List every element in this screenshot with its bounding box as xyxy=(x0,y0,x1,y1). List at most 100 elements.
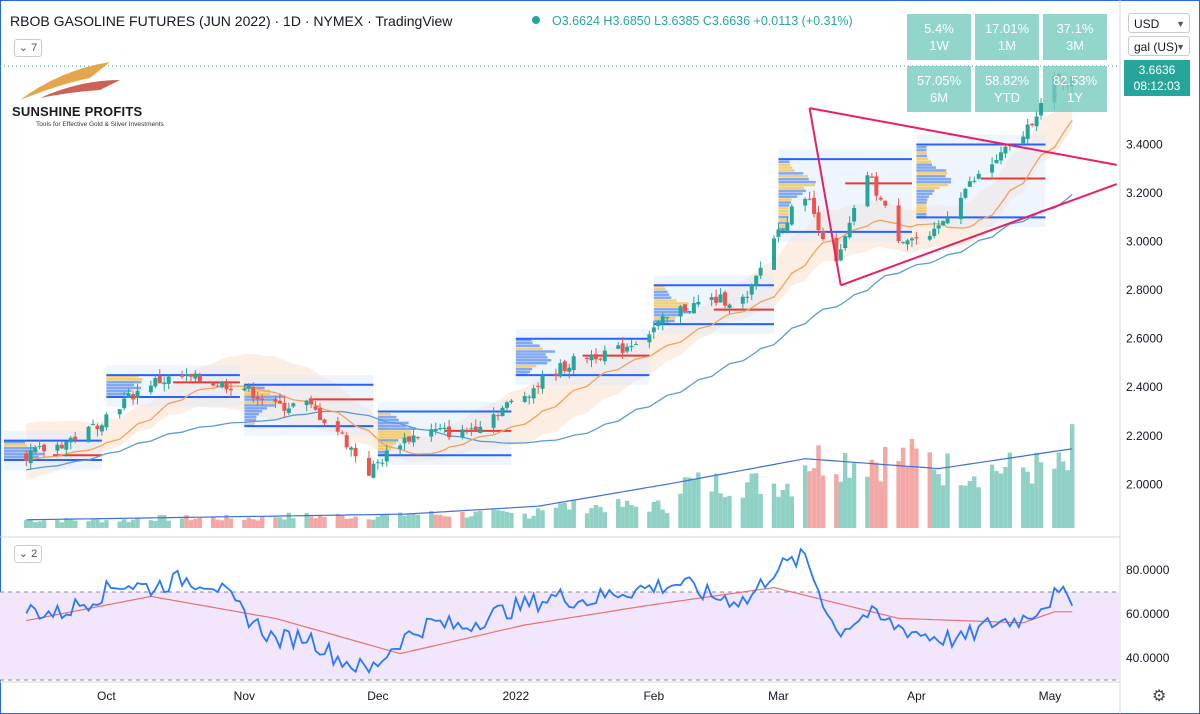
bar-countdown: 08:12:03 xyxy=(1133,79,1181,93)
volume-bar xyxy=(397,512,403,528)
volume-bar xyxy=(478,510,483,528)
volume-profile-row xyxy=(916,180,951,184)
volume-bar xyxy=(940,485,946,528)
volume-profile-row xyxy=(778,227,789,230)
volume-profile-row xyxy=(244,407,268,410)
candle-body xyxy=(344,435,349,448)
candle-body xyxy=(585,357,590,359)
volume-bar xyxy=(104,520,109,528)
volume-bar xyxy=(945,453,950,528)
volume-profile-row xyxy=(916,212,927,216)
volume-profile-row xyxy=(916,210,927,213)
volume-profile-row xyxy=(377,424,407,428)
volume-bar xyxy=(130,519,136,528)
candle-body xyxy=(914,237,919,239)
volume-bar xyxy=(1069,424,1075,528)
volume-bar xyxy=(37,521,42,528)
currency-select[interactable]: USD ▼ xyxy=(1128,13,1190,33)
candle-body xyxy=(883,200,888,206)
volume-bar xyxy=(620,506,625,528)
volume-profile-row xyxy=(4,441,26,444)
candle-body xyxy=(228,388,233,391)
candle-body xyxy=(197,375,202,382)
triangle-left-edge xyxy=(808,107,842,286)
volume-bar xyxy=(753,473,759,528)
candle-body xyxy=(86,426,91,443)
candle-body xyxy=(723,292,728,306)
candle-body xyxy=(73,436,78,441)
volume-bar xyxy=(914,448,919,528)
volume-bar xyxy=(188,520,194,528)
volume-profile-row xyxy=(377,427,417,430)
volume-bar xyxy=(776,496,781,528)
candle-body xyxy=(1003,146,1008,154)
unit-select[interactable]: gal (US) ▼ xyxy=(1128,36,1190,56)
volume-bar xyxy=(834,474,839,528)
volume-bar xyxy=(900,447,906,528)
volume-profile-row xyxy=(778,207,789,210)
volume-profile-row xyxy=(778,221,789,225)
volume-bar xyxy=(1021,467,1026,528)
volume-profile-row xyxy=(377,450,389,454)
volume-bar xyxy=(932,469,937,528)
volume-bar xyxy=(24,520,29,528)
volume-profile-row xyxy=(778,195,798,198)
candle-body xyxy=(131,394,136,400)
candle-body xyxy=(656,321,661,327)
volume-bar xyxy=(464,517,470,528)
candle-body xyxy=(647,334,652,343)
candle-body xyxy=(780,229,785,231)
volume-bar xyxy=(883,446,888,528)
candle-body xyxy=(616,345,621,349)
candle-body xyxy=(478,426,483,434)
candle-body xyxy=(28,450,33,464)
candle-body xyxy=(567,367,572,372)
candle-body xyxy=(246,385,251,389)
candle-body xyxy=(571,356,576,371)
candle-body xyxy=(901,242,906,244)
volume-bar xyxy=(567,509,572,528)
candle-body xyxy=(972,180,977,182)
candle-body xyxy=(869,176,874,178)
volume-profile-row xyxy=(244,421,255,425)
volume-profile-row xyxy=(515,367,533,371)
volume-profile-row xyxy=(778,192,803,196)
candle-body xyxy=(718,294,723,303)
volume-profile-row xyxy=(244,412,259,416)
candle-body xyxy=(242,388,247,391)
candle-body xyxy=(504,402,509,408)
volume-bar xyxy=(687,477,692,528)
candle-body xyxy=(37,446,42,448)
volume-bar xyxy=(375,516,381,528)
volume-bar xyxy=(215,519,220,528)
volume-bar xyxy=(64,518,69,528)
rsi-tick-label: 40.0000 xyxy=(1126,651,1170,665)
volume-profile-row xyxy=(916,145,927,149)
volume-bar xyxy=(963,485,968,528)
volume-profile-row xyxy=(653,299,677,302)
gear-icon[interactable]: ⚙ xyxy=(1152,688,1167,705)
performance-cell-ytd: 58.82% YTD xyxy=(975,66,1039,112)
volume-profile-row xyxy=(916,163,932,166)
candle-body xyxy=(429,429,434,437)
symbol-title[interactable]: RBOB GASOLINE FUTURES (JUN 2022) · 1D · … xyxy=(10,13,453,29)
candle-body xyxy=(527,396,532,398)
volume-bar xyxy=(727,495,732,528)
brand-tagline: Tools for Effective Gold & Silver Invest… xyxy=(36,121,164,128)
volume-bar xyxy=(344,519,349,528)
indicators-toggle-button[interactable]: ⌄ 7 xyxy=(14,39,42,57)
volume-bar xyxy=(780,489,786,528)
volume-profile-row xyxy=(244,395,285,398)
candle-body xyxy=(282,402,287,411)
rsi-band xyxy=(0,592,1120,680)
candle-body xyxy=(224,381,229,390)
candle-body xyxy=(162,382,167,385)
volume-profile-row xyxy=(377,447,391,451)
rsi-toggle-button[interactable]: ⌄ 2 xyxy=(14,545,42,563)
volume-bar xyxy=(153,521,158,528)
volume-bar xyxy=(656,500,661,528)
volume-bar xyxy=(745,482,750,528)
volume-bar xyxy=(598,507,603,528)
time-tick-label: Nov xyxy=(234,689,255,703)
